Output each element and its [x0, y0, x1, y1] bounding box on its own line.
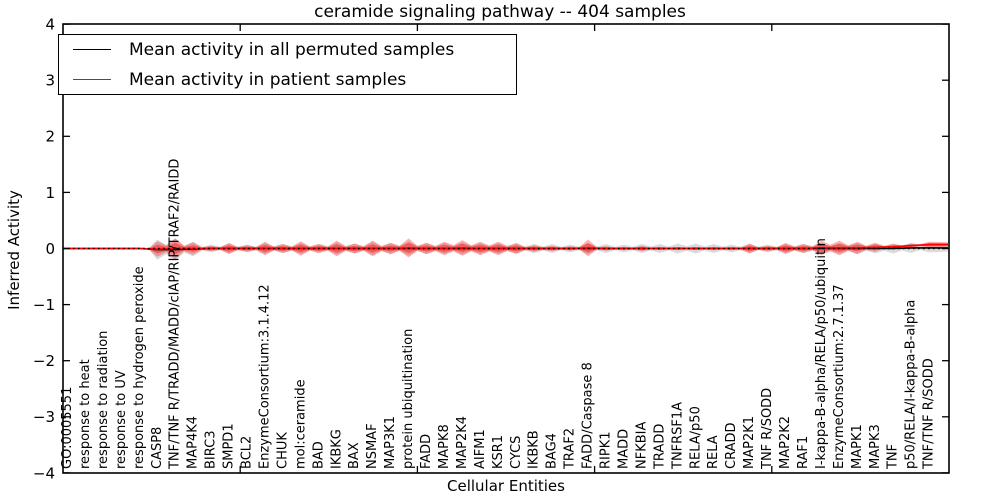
x-tick-label: response to UV	[114, 370, 129, 469]
x-tick-label: RAF1	[796, 436, 811, 469]
legend-label-patient: Mean activity in patient samples	[129, 69, 407, 90]
x-tick-label: response to hydrogen peroxide	[132, 266, 147, 469]
x-tick-label: MAP2K4	[455, 416, 470, 469]
x-tick-label: I-kappa-B-alpha/RELA/p50/ubiquitin	[814, 238, 829, 469]
x-tick-label: BAG4	[545, 433, 560, 469]
x-tick-label: RELA/p50	[688, 406, 703, 469]
legend-label-permuted: Mean activity in all permuted samples	[129, 39, 455, 60]
x-tick-label: mol:ceramide	[293, 379, 308, 469]
x-tick-label: TNF R/SODD	[760, 388, 775, 470]
x-tick-label: CRADD	[724, 423, 739, 470]
x-axis-label: Cellular Entities	[447, 477, 565, 495]
x-tick-label: BIRC3	[204, 431, 219, 470]
x-tick-label: BCL2	[240, 436, 255, 469]
y-tick-label: 4	[45, 16, 55, 34]
y-tick-label: 3	[45, 72, 55, 90]
x-tick-label: protein ubiquitination	[401, 329, 416, 469]
legend: Mean activity in all permuted samples Me…	[58, 34, 517, 95]
x-tick-label: MAPK8	[437, 424, 452, 469]
patient-line-swatch	[73, 79, 111, 80]
x-tick-label: GO:0005551	[60, 387, 75, 469]
x-tick-label: TNF	[886, 444, 901, 470]
x-tick-label: CYCS	[509, 436, 524, 469]
y-tick-label: 1	[45, 184, 55, 202]
x-tick-label: MADD	[616, 429, 631, 469]
x-tick-label: KSR1	[491, 435, 506, 469]
x-tick-label: CHUK	[275, 432, 290, 469]
x-tick-label: TNF/TNF R/SODD	[922, 358, 937, 470]
x-tick-label: BAD	[311, 441, 326, 469]
x-tick-label: FADD/Caspase 8	[581, 362, 596, 469]
x-tick-label: BAX	[347, 442, 362, 469]
x-tick-label: response to heat	[78, 359, 93, 469]
y-axis-label: Inferred Activity	[5, 190, 23, 310]
x-tick-label: EnzymeConsortium:3.1.4.12	[257, 284, 272, 469]
x-tick-label: TRADD	[652, 424, 667, 470]
x-tick-label: MAP4K4	[186, 416, 201, 469]
x-tick-label: p50/RELA/I-kappa-B-alpha	[904, 300, 919, 469]
x-tick-label: TNF/TNF R/TRADD/MADD/cIAP/RIP/TRAF2/RAID…	[168, 159, 183, 470]
y-tick-label: 0	[45, 240, 55, 258]
y-tick-label: −1	[33, 296, 55, 314]
x-tick-label: TNFRSF1A	[670, 402, 685, 470]
chart-title: ceramide signaling pathway -- 404 sample…	[314, 2, 686, 22]
legend-item-permuted: Mean activity in all permuted samples	[59, 38, 516, 62]
x-tick-label: NSMAF	[365, 423, 380, 469]
x-tick-label: RELA	[706, 435, 721, 469]
x-tick-label: MAP3K1	[383, 416, 398, 469]
x-tick-label: TRAF2	[563, 428, 578, 470]
x-tick-label: MAP2K2	[778, 416, 793, 469]
x-tick-label: EnzymeConsortium:2.7.1.37	[832, 284, 847, 469]
x-tick-label: RIPK1	[599, 431, 614, 469]
permuted-variance-band	[67, 238, 948, 261]
x-tick-label: FADD	[419, 434, 434, 469]
y-tick-label: −2	[33, 352, 55, 370]
x-tick-label: response to radiation	[96, 331, 111, 469]
x-tick-label: MAPK1	[850, 424, 865, 469]
y-tick-label: 2	[45, 128, 55, 146]
y-tick-label: −4	[33, 464, 55, 482]
x-tick-label: SMPD1	[222, 423, 237, 469]
x-tick-label: IKBKG	[329, 429, 344, 469]
permuted-line-swatch	[73, 49, 111, 50]
x-tick-label: CASP8	[150, 427, 165, 469]
y-tick-label: −3	[33, 408, 55, 426]
legend-item-patient: Mean activity in patient samples	[59, 68, 516, 92]
x-tick-label: MAPK3	[868, 424, 883, 469]
x-tick-label: NFKBIA	[634, 422, 649, 469]
x-tick-label: IKBKB	[527, 430, 542, 469]
x-tick-label: AIFM1	[473, 429, 488, 469]
x-tick-label: MAP2K1	[742, 416, 757, 469]
